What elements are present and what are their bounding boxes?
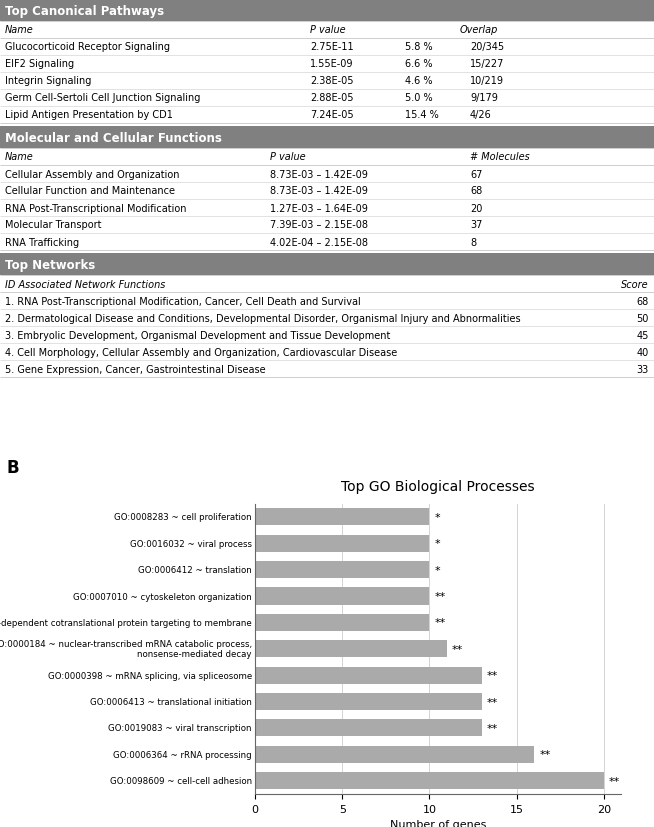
Bar: [0, 127, 654, 149]
Text: Integrin Signaling: Integrin Signaling: [5, 76, 92, 86]
Text: *: *: [435, 565, 440, 575]
Text: RNA Trafficking: RNA Trafficking: [5, 237, 79, 247]
Text: P value: P value: [310, 26, 345, 36]
Text: 6.6 %: 6.6 %: [405, 60, 432, 69]
Text: 33: 33: [637, 364, 649, 374]
Text: 37: 37: [470, 220, 483, 230]
Text: **: **: [609, 776, 621, 786]
Text: 7.24E-05: 7.24E-05: [310, 110, 354, 121]
Text: Molecular and Cellular Functions: Molecular and Cellular Functions: [5, 131, 222, 145]
Text: GO:0008283 ~ cell proliferation: GO:0008283 ~ cell proliferation: [114, 513, 252, 522]
Text: **: **: [540, 749, 551, 759]
Text: 8.73E-03 – 1.42E-09: 8.73E-03 – 1.42E-09: [270, 186, 368, 196]
X-axis label: Number of genes: Number of genes: [390, 820, 487, 827]
Text: 3. Embryolic Development, Organismal Development and Tissue Development: 3. Embryolic Development, Organismal Dev…: [5, 330, 390, 340]
Text: GO:0006412 ~ translation: GO:0006412 ~ translation: [138, 566, 252, 575]
Bar: [255, 588, 430, 605]
Text: 20/345: 20/345: [470, 42, 504, 52]
Text: GO:0019083 ~ viral transcription: GO:0019083 ~ viral transcription: [109, 724, 252, 733]
Text: 1.55E-09: 1.55E-09: [310, 60, 354, 69]
Bar: [255, 693, 482, 710]
Text: Overlap: Overlap: [460, 26, 498, 36]
Bar: [255, 562, 430, 579]
Text: **: **: [435, 618, 446, 628]
Text: **: **: [487, 671, 498, 681]
Text: 20: 20: [470, 203, 483, 213]
Text: 68: 68: [470, 186, 482, 196]
Text: **: **: [452, 644, 464, 654]
Text: Germ Cell-Sertoli Cell Junction Signaling: Germ Cell-Sertoli Cell Junction Signalin…: [5, 93, 200, 103]
Text: Glucocorticoid Receptor Signaling: Glucocorticoid Receptor Signaling: [5, 42, 170, 52]
Text: 1.27E-03 – 1.64E-09: 1.27E-03 – 1.64E-09: [270, 203, 368, 213]
Text: GO:0006614 ~ SRP-dependent cotranslational protein targeting to membrane: GO:0006614 ~ SRP-dependent cotranslation…: [0, 618, 252, 627]
Text: Top Networks: Top Networks: [5, 258, 95, 271]
Text: GO:0006364 ~ rRNA processing: GO:0006364 ~ rRNA processing: [113, 750, 252, 759]
Text: 2.38E-05: 2.38E-05: [310, 76, 354, 86]
Text: Lipid Antigen Presentation by CD1: Lipid Antigen Presentation by CD1: [5, 110, 173, 121]
Text: 15/227: 15/227: [470, 60, 504, 69]
Text: 2.88E-05: 2.88E-05: [310, 93, 354, 103]
Bar: [255, 719, 482, 737]
Text: 2. Dermatological Disease and Conditions, Developmental Disorder, Organismal Inj: 2. Dermatological Disease and Conditions…: [5, 313, 521, 323]
Text: 40: 40: [637, 347, 649, 357]
Text: **: **: [435, 591, 446, 601]
Bar: [255, 509, 430, 526]
Text: Name: Name: [5, 26, 34, 36]
Text: GO:0007010 ~ cytoskeleton organization: GO:0007010 ~ cytoskeleton organization: [73, 592, 252, 600]
Text: 10/219: 10/219: [470, 76, 504, 86]
Text: 7.39E-03 – 2.15E-08: 7.39E-03 – 2.15E-08: [270, 220, 368, 230]
Text: GO:0098609 ~ cell-cell adhesion: GO:0098609 ~ cell-cell adhesion: [110, 777, 252, 786]
Text: **: **: [487, 723, 498, 733]
Bar: [255, 667, 482, 684]
Text: 4.02E-04 – 2.15E-08: 4.02E-04 – 2.15E-08: [270, 237, 368, 247]
Text: 4. Cell Morphology, Cellular Assembly and Organization, Cardiovascular Disease: 4. Cell Morphology, Cellular Assembly an…: [5, 347, 397, 357]
Text: 15.4 %: 15.4 %: [405, 110, 439, 121]
Text: Cellular Function and Maintenance: Cellular Function and Maintenance: [5, 186, 175, 196]
Text: 67: 67: [470, 170, 483, 179]
Text: 68: 68: [637, 296, 649, 306]
Text: Molecular Transport: Molecular Transport: [5, 220, 101, 230]
Text: 9/179: 9/179: [470, 93, 498, 103]
Text: *: *: [435, 538, 440, 548]
Bar: [0, 254, 654, 275]
Text: 50: 50: [636, 313, 649, 323]
Text: 45: 45: [636, 330, 649, 340]
Text: Top Canonical Pathways: Top Canonical Pathways: [5, 4, 164, 17]
Bar: [255, 535, 430, 552]
Text: 8: 8: [470, 237, 476, 247]
Text: GO:0000398 ~ mRNA splicing, via spliceosome: GO:0000398 ~ mRNA splicing, via spliceos…: [48, 671, 252, 680]
Text: Name: Name: [5, 152, 34, 162]
Text: 4/26: 4/26: [470, 110, 492, 121]
Text: 4.6 %: 4.6 %: [405, 76, 432, 86]
Text: GO:0000184 ~ nuclear-transcribed mRNA catabolic process,
nonsense-mediated decay: GO:0000184 ~ nuclear-transcribed mRNA ca…: [0, 639, 252, 658]
Text: P value: P value: [270, 152, 305, 162]
Text: # Molecules: # Molecules: [470, 152, 530, 162]
Text: 5.0 %: 5.0 %: [405, 93, 433, 103]
Bar: [255, 746, 534, 763]
Text: *: *: [435, 512, 440, 522]
Text: Cellular Assembly and Organization: Cellular Assembly and Organization: [5, 170, 179, 179]
Text: 1. RNA Post-Transcriptional Modification, Cancer, Cell Death and Survival: 1. RNA Post-Transcriptional Modification…: [5, 296, 361, 306]
Text: **: **: [487, 696, 498, 707]
Text: 5. Gene Expression, Cancer, Gastrointestinal Disease: 5. Gene Expression, Cancer, Gastrointest…: [5, 364, 266, 374]
Bar: [255, 614, 430, 631]
Text: 8.73E-03 – 1.42E-09: 8.73E-03 – 1.42E-09: [270, 170, 368, 179]
Text: RNA Post-Transcriptional Modification: RNA Post-Transcriptional Modification: [5, 203, 186, 213]
Text: B: B: [7, 459, 19, 476]
Text: GO:0006413 ~ translational initiation: GO:0006413 ~ translational initiation: [90, 697, 252, 706]
Text: GO:0016032 ~ viral process: GO:0016032 ~ viral process: [129, 539, 252, 548]
Text: Score: Score: [621, 280, 649, 289]
Bar: [0, 0, 654, 22]
Bar: [255, 640, 447, 657]
Text: EIF2 Signaling: EIF2 Signaling: [5, 60, 74, 69]
Text: Top GO Biological Processes: Top GO Biological Processes: [341, 480, 535, 493]
Text: 2.75E-11: 2.75E-11: [310, 42, 354, 52]
Text: 5.8 %: 5.8 %: [405, 42, 433, 52]
Bar: [255, 772, 604, 789]
Text: ID Associated Network Functions: ID Associated Network Functions: [5, 280, 165, 289]
